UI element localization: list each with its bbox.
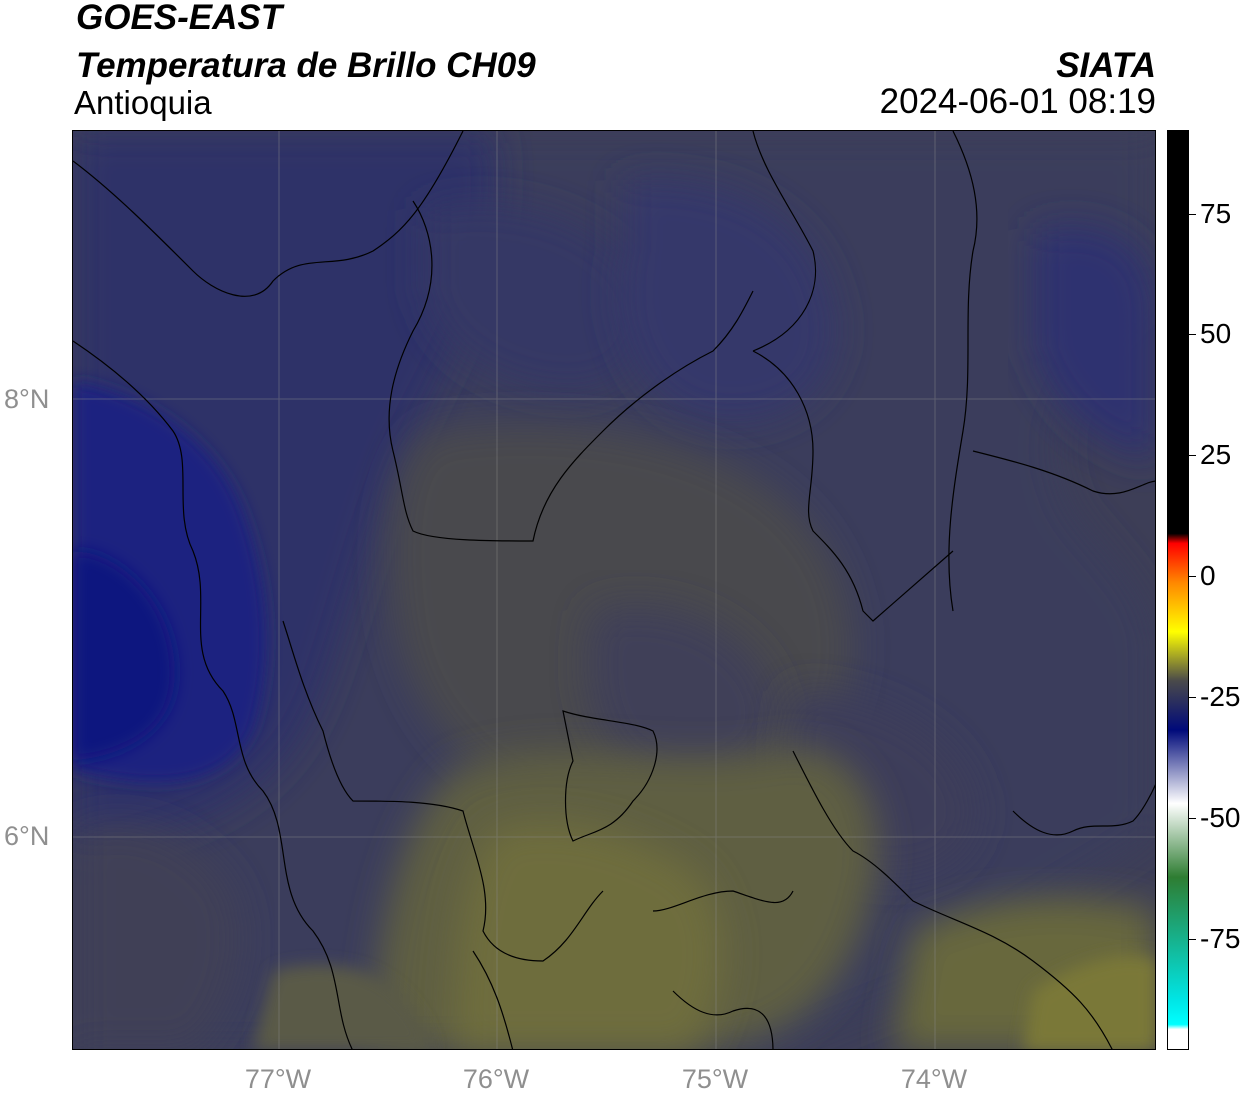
satellite-title: GOES-EAST [76,0,283,37]
lon-label-76w: 76°W [462,1064,530,1094]
lat-label-6n: 6°N [4,821,50,851]
datetime-label: 2024-06-01 08:19 [879,82,1156,121]
border-choco [282,620,604,962]
border-santander-south [1012,784,1155,836]
cloud-field [73,131,1155,1049]
border-risaralda [472,950,514,1049]
colorbar-label-0: 0 [1200,560,1216,591]
admin-borders [73,131,1155,1049]
brightness-temperature-map [72,130,1156,1050]
colorbar-label-25: 25 [1200,439,1232,470]
coastline-pacific [73,340,353,1049]
map-canvas [73,131,1155,1049]
colorbar-tick-25 [1189,455,1196,456]
border-caldas [652,890,794,912]
colorbar-tick-neg25 [1189,697,1196,698]
colorbar-tick-50 [1189,334,1196,335]
lat-label-8n: 8°N [4,384,50,414]
border-medellin [562,710,658,842]
brand-label: SIATA [1056,46,1156,85]
border-santander [972,450,1155,495]
colorbar-label-50: 50 [1200,318,1232,349]
colorbar-tick-neg50 [1189,818,1196,819]
colorbar-tick-neg75 [1189,939,1196,940]
colorbar-tick-0 [1189,576,1196,577]
colorbar-label-neg25: -25 [1200,681,1241,712]
colorbar-label-75: 75 [1200,198,1232,229]
border-tolima [672,990,774,1049]
lon-label-74w: 74°W [900,1064,968,1094]
coastline [73,131,464,297]
border-antioquia-north [388,200,754,542]
temperature-colorbar [1167,130,1189,1050]
region-subtitle: Antioquia [74,84,212,121]
colorbar-tick-75 [1189,214,1196,215]
product-title: Temperatura de Brillo CH09 [76,46,536,85]
lon-label-75w: 75°W [681,1064,749,1094]
border-cordoba [752,131,817,352]
graticule [73,131,1155,1049]
colorbar-label-neg75: -75 [1200,923,1241,954]
border-boyaca [792,750,1113,1049]
border-east [948,131,978,612]
lon-label-77w: 77°W [244,1064,312,1094]
colorbar-label-neg50: -50 [1200,802,1241,833]
border-bolivar [752,350,954,622]
